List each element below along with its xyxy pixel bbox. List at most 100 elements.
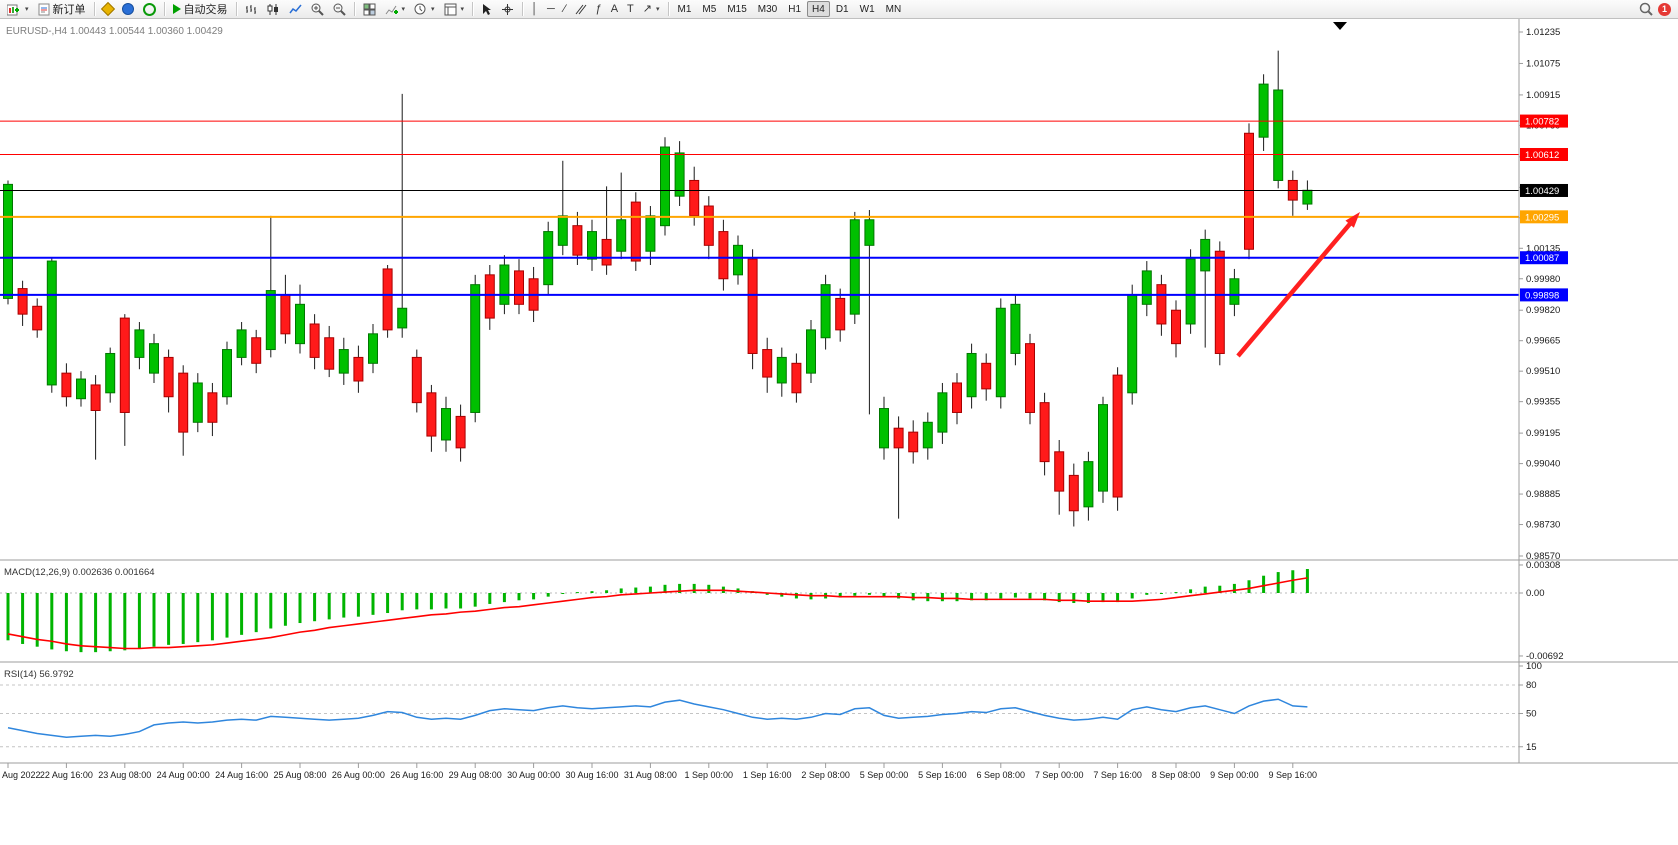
tile-windows-button[interactable] — [359, 1, 380, 18]
macd-histogram-bar — [502, 593, 506, 603]
bar-chart-button[interactable] — [241, 1, 262, 18]
separator — [667, 2, 669, 16]
indicators-icon — [385, 5, 398, 14]
macd-histogram-bar — [473, 593, 477, 607]
timeframe-button-m5[interactable]: M5 — [697, 1, 721, 17]
macd-histogram-bar — [1013, 593, 1017, 598]
macd-histogram-bar — [707, 584, 711, 593]
label-tool[interactable]: T — [623, 1, 638, 18]
macd-indicator — [6, 569, 1309, 653]
market-button[interactable] — [99, 1, 117, 18]
candle-body — [587, 231, 597, 260]
text-tool[interactable]: A — [607, 1, 622, 18]
notification-badge[interactable]: 1 — [1658, 2, 1671, 16]
time-tick-label: 1 Sep 16:00 — [743, 770, 792, 780]
candle-body — [470, 284, 481, 413]
timeframe-button-d1[interactable]: D1 — [831, 1, 854, 17]
candle-body — [1302, 189, 1313, 205]
timeframe-button-h1[interactable]: H1 — [783, 1, 806, 17]
zoom-in-button[interactable] — [307, 1, 328, 18]
trend-arrow-head — [1345, 212, 1360, 228]
price-tag — [1520, 288, 1568, 302]
indicators-button[interactable]: ▾ — [381, 1, 410, 18]
candle-body — [163, 356, 174, 398]
macd-histogram-bar — [780, 593, 784, 597]
macd-histogram-bar — [678, 583, 682, 593]
macd-histogram-bar — [327, 593, 331, 620]
headset-icon — [142, 2, 156, 16]
timeframe-button-h4[interactable]: H4 — [807, 1, 830, 17]
trendline-tool[interactable]: ∕ — [560, 1, 570, 18]
candlestick-chart-button[interactable] — [263, 1, 284, 18]
candle-body — [265, 290, 276, 351]
timeframe-button-mn[interactable]: MN — [881, 1, 907, 17]
price-tag — [1520, 210, 1568, 224]
time-tick-label: 24 Aug 00:00 — [157, 770, 210, 780]
candle-body — [61, 372, 72, 398]
channel-tool[interactable] — [571, 1, 591, 18]
macd-histogram-bar — [1159, 593, 1163, 594]
rsi-line — [7, 698, 1308, 739]
vertical-line-tool[interactable]: │ — [527, 1, 542, 18]
support-button[interactable] — [139, 1, 160, 18]
macd-histogram-bar — [400, 593, 404, 611]
arrows-tool[interactable]: ↗ ▾ — [639, 1, 664, 18]
crosshair-icon — [502, 3, 514, 15]
candle-body — [557, 215, 568, 246]
horizontal-lines[interactable] — [0, 120, 1519, 296]
timeframe-button-m1[interactable]: M1 — [673, 1, 697, 17]
new-chart-button[interactable]: ▾ — [3, 1, 33, 18]
candle-body — [835, 297, 846, 331]
candle-body — [1156, 284, 1167, 325]
candle-body — [134, 329, 145, 358]
time-tick-label: 7 Sep 16:00 — [1093, 770, 1142, 780]
line-chart-icon — [288, 4, 302, 13]
candle-body — [368, 333, 378, 364]
price-tick-label: 0.99980 — [1526, 274, 1560, 285]
macd-histogram-bar — [108, 593, 112, 652]
candle-body — [32, 305, 43, 331]
price-tick-label: 0.98885 — [1526, 489, 1560, 500]
timeframe-button-w1[interactable]: W1 — [855, 1, 880, 17]
community-button[interactable] — [118, 1, 138, 18]
macd-histogram-bar — [867, 593, 871, 595]
macd-tick-label: 0.00308 — [1526, 560, 1560, 571]
templates-button[interactable]: ▾ — [440, 1, 469, 18]
templates-icon — [444, 3, 457, 15]
macd-histogram-bar — [386, 593, 390, 614]
price-tag — [1520, 114, 1568, 128]
search-button[interactable] — [1635, 1, 1657, 18]
separator — [522, 2, 524, 16]
candle-body — [849, 219, 860, 315]
rsi-indicator — [7, 698, 1308, 739]
time-tick-label: 2 Sep 08:00 — [801, 770, 850, 780]
macd-histogram-bar — [1203, 586, 1207, 593]
crosshair-button[interactable] — [497, 1, 518, 18]
separator — [353, 2, 355, 16]
new-order-button[interactable]: 新订单 — [34, 1, 90, 18]
periods-button[interactable]: ▾ — [410, 1, 439, 18]
time-tick-label: 26 Aug 00:00 — [332, 770, 385, 780]
zoom-out-button[interactable] — [329, 1, 350, 18]
candle-body — [3, 183, 13, 299]
macd-histogram-bar — [181, 593, 185, 644]
timeframe-button-m15[interactable]: M15 — [722, 1, 751, 17]
autotrading-button[interactable]: 自动交易 — [169, 1, 232, 18]
hline-icon: ─ — [546, 2, 555, 15]
macd-histogram-bar — [1043, 593, 1047, 601]
candle-body — [995, 307, 1006, 398]
line-chart-button[interactable] — [285, 1, 306, 18]
annotations[interactable] — [1236, 22, 1360, 358]
time-axis: Aug 2022 22 Aug 16:00 23 Aug 08:00 24 Aug 0… — [2, 763, 1317, 780]
cursor-button[interactable] — [477, 1, 496, 18]
macd-histogram-bar — [561, 593, 565, 594]
horizontal-line-tool[interactable]: ─ — [543, 1, 559, 18]
time-tick-label: 6 Sep 08:00 — [977, 770, 1026, 780]
macd-histogram-bar — [546, 593, 550, 597]
timeframe-button-m30[interactable]: M30 — [753, 1, 782, 17]
fibonacci-tool[interactable]: ƒ — [592, 1, 606, 18]
macd-tick-label: -0.00692 — [1526, 651, 1564, 662]
